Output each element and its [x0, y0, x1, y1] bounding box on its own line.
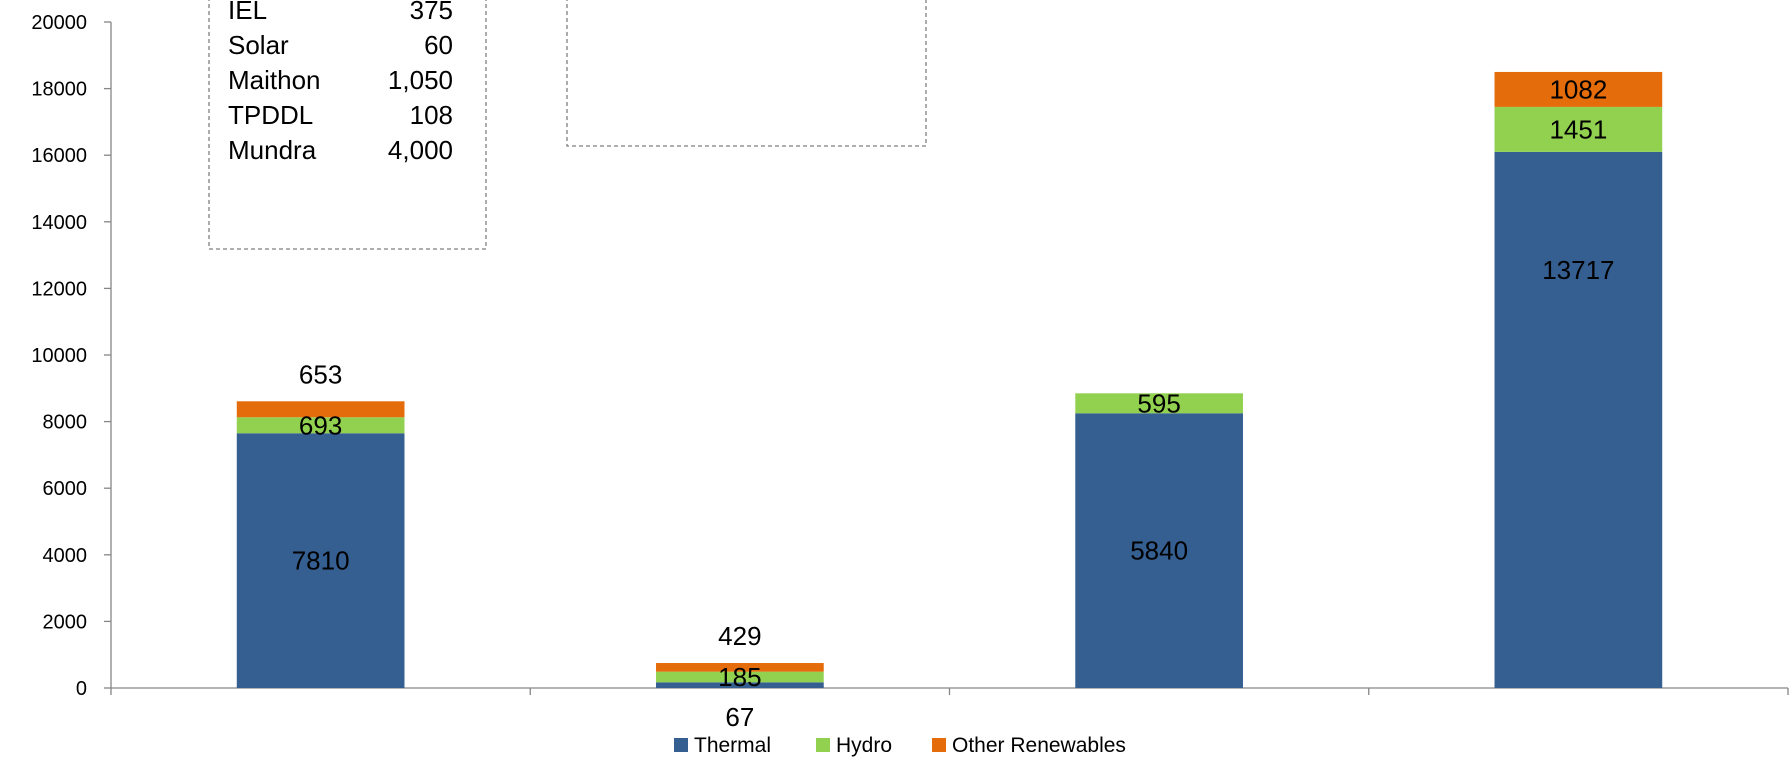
- legend-swatch: [932, 738, 946, 752]
- y-tick-label: 10000: [31, 345, 87, 367]
- y-tick-label: 20000: [31, 12, 87, 34]
- legend-label: Thermal: [694, 734, 771, 757]
- bar-thermal: [1494, 151, 1663, 688]
- bar-thermal: [656, 682, 824, 688]
- bar-other-renewables: [656, 663, 824, 672]
- legend-swatch: [816, 738, 830, 752]
- legend: Thermal Hydro Other Renewables: [674, 734, 1126, 757]
- capacity-annotation-box: IEL 375 Solar 60 Maithon 1,050 TPDDL 108 Mundra 4…: [208, 0, 487, 250]
- annotation-plant-name: Mundra: [228, 135, 317, 165]
- y-axis: 0 2000 4000 6000 8000 10000 12000 14000 16000 180…: [31, 12, 112, 700]
- data-label: 67: [725, 702, 754, 732]
- y-tick-label: 18000: [31, 79, 87, 101]
- bar-thermal: [1075, 413, 1243, 688]
- data-label: 1082: [1549, 74, 1607, 104]
- empty-annotation-box: [566, 0, 927, 147]
- y-tick-label: 8000: [43, 412, 88, 434]
- annotation-plant-value: 1,050: [388, 65, 453, 95]
- data-label: 185: [718, 662, 761, 692]
- legend-label: Hydro: [836, 734, 892, 757]
- data-label: 693: [299, 410, 342, 440]
- annotation-plant-name: Solar: [228, 30, 289, 60]
- bar-hydro: [1075, 393, 1243, 414]
- data-label: 595: [1137, 388, 1180, 418]
- annotation-rows: IEL 375 Solar 60 Maithon 1,050 TPDDL 108 Mundra 4…: [228, 0, 453, 165]
- annotation-plant-name: Maithon: [228, 65, 321, 95]
- y-tick-label: 0: [76, 678, 87, 700]
- data-label: 13717: [1542, 255, 1614, 285]
- annotation-plant-value: 375: [410, 0, 453, 25]
- data-label: 429: [718, 621, 761, 651]
- bar-other-renewables: [1494, 71, 1663, 107]
- bars: [236, 71, 1663, 688]
- data-labels: 7810 67 5840 13717 693 185 595 1451 653 429 1082: [292, 74, 1615, 732]
- legend-swatch: [674, 738, 688, 752]
- y-tick-label: 12000: [31, 278, 87, 300]
- annotation-plant-value: 60: [424, 30, 453, 60]
- bar-hydro: [656, 671, 824, 683]
- y-tick-label: 16000: [31, 145, 87, 167]
- bar-thermal: [236, 433, 405, 688]
- data-label: 5840: [1130, 536, 1188, 566]
- bar-other-renewables: [236, 401, 405, 418]
- x-axis: [110, 687, 1789, 695]
- y-tick-label: 4000: [43, 545, 88, 567]
- y-tick-label: 6000: [43, 478, 88, 500]
- y-tick-label: 2000: [43, 611, 88, 633]
- annotation-plant-value: 4,000: [388, 135, 453, 165]
- bar-hydro: [236, 417, 405, 434]
- annotation-plant-name: IEL: [228, 0, 267, 25]
- y-tick-label: 14000: [31, 212, 87, 234]
- annotation-plant-value: 108: [410, 100, 453, 130]
- data-label: 7810: [292, 546, 350, 576]
- legend-label: Other Renewables: [952, 734, 1126, 757]
- data-label: 1451: [1549, 114, 1607, 144]
- annotation-plant-name: TPDDL: [228, 100, 313, 130]
- data-label: 653: [299, 359, 342, 389]
- bar-hydro: [1494, 106, 1663, 152]
